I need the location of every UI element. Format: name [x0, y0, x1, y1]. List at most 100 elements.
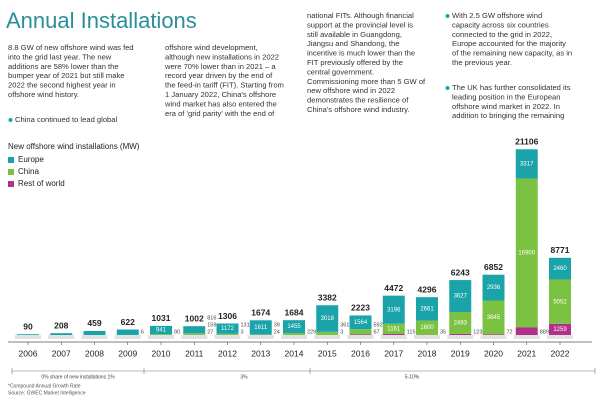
segment-label: 3196 — [387, 307, 401, 313]
segment-label: 27 — [207, 329, 213, 335]
total-label: 459 — [87, 318, 101, 328]
body-text: central government. — [307, 67, 374, 76]
body-text: bumper year of 2021 but still make — [8, 71, 125, 80]
page-title: Annual Installations — [6, 8, 197, 33]
year-label: 2021 — [517, 348, 536, 358]
bar-base — [247, 335, 274, 339]
segment-label: 115 — [407, 329, 416, 335]
body-text: the previous year. — [452, 58, 512, 67]
total-label: 1674 — [251, 308, 270, 318]
total-label: 4296 — [418, 284, 437, 294]
body-text: 2022 the second highest year in — [8, 81, 116, 90]
segment-label: 229 — [307, 329, 316, 335]
body-text: connected to the grid in 2022, — [452, 30, 552, 39]
bar-base — [214, 335, 241, 339]
year-label: 2012 — [218, 348, 237, 358]
body-text: record year driven by the end of — [165, 71, 273, 80]
total-label: 1306 — [218, 311, 237, 321]
body-text: although new installations in 2022 — [165, 52, 279, 61]
body-text: 1 January 2022, China's offshore — [165, 90, 276, 99]
segment-label: 361 — [340, 322, 349, 328]
year-label: 2018 — [418, 348, 437, 358]
segment-label: 24 — [274, 329, 280, 335]
segment-label: 6 — [141, 329, 144, 335]
body-text: leading position in the European — [452, 92, 561, 101]
bar-base — [281, 335, 307, 339]
year-label: 2014 — [285, 348, 304, 358]
year-label: 2016 — [351, 348, 370, 358]
bar-segment — [382, 323, 405, 334]
bar-base — [347, 335, 374, 339]
share-label: 3% — [240, 374, 248, 380]
segment-label: 35 — [440, 329, 446, 335]
segment-label: 123 — [473, 329, 482, 335]
legend-label: Europe — [18, 155, 44, 164]
total-label: 1002 — [185, 313, 204, 323]
segment-label: 39 — [274, 322, 280, 328]
year-label: 2009 — [118, 348, 137, 358]
bullet — [445, 14, 450, 18]
body-text: wind market has also entered the — [164, 99, 277, 108]
bar-segment — [316, 305, 339, 332]
body-text: additions are 58% lower than the — [8, 62, 119, 71]
year-label: 2006 — [19, 348, 38, 358]
segment-label: 131 — [241, 322, 250, 328]
legend-swatch — [8, 157, 14, 163]
bar-base — [15, 335, 41, 339]
year-label: 2020 — [484, 348, 503, 358]
body-text: FIT previously offered by the — [307, 58, 403, 67]
bar-segment — [50, 333, 73, 335]
bar-segment — [482, 334, 505, 335]
year-label: 2007 — [52, 348, 71, 358]
segment-label: 1564 — [354, 320, 368, 326]
bar-segment — [283, 320, 305, 333]
total-label: 90 — [23, 321, 33, 331]
bar-base — [314, 335, 341, 339]
body-text: Commissioning more than 5 GW of — [307, 77, 426, 86]
segment-label: 3 — [241, 329, 244, 335]
total-label: 6852 — [484, 262, 503, 272]
body-text: With 2.5 GW offshore wind — [452, 11, 542, 20]
bar-base — [114, 335, 141, 339]
bar-segment — [216, 333, 239, 335]
body-text: incentive is much lower than the — [307, 49, 415, 58]
body-text: the feed-in tariff (FIT). Starting from — [165, 81, 284, 90]
bar-segment — [449, 311, 472, 334]
body-text: of the remaining new capacity, as in — [452, 49, 572, 58]
bar-segment — [150, 334, 172, 335]
body-text: Jiangsu and Shandong, the — [307, 39, 399, 48]
bar-segment — [349, 334, 372, 335]
year-label: 2010 — [152, 348, 171, 358]
bar-segment — [17, 334, 39, 335]
segment-label: 1172 — [221, 326, 235, 332]
bar-segment — [515, 149, 538, 179]
segment-label: 16900 — [518, 250, 535, 256]
total-label: 622 — [121, 317, 135, 327]
share-label: 0% share of new installations 1% — [41, 374, 115, 380]
body-text: were 70% lower than in 2021 – a — [164, 62, 276, 71]
bar-base — [480, 335, 507, 339]
bar-segment — [116, 329, 139, 335]
body-text: national FITs. Although financial — [307, 11, 414, 20]
year-label: 2022 — [551, 348, 570, 358]
body-text: new offshore wind in 2022 — [307, 86, 395, 95]
total-label: 4472 — [384, 283, 403, 293]
bar-segment — [416, 297, 438, 321]
bar-segment — [216, 323, 239, 334]
segment-label: 941 — [156, 328, 167, 334]
share-label: 5-10% — [405, 374, 420, 380]
bar-segment — [316, 331, 339, 335]
bar-segment — [349, 315, 372, 330]
total-label: 2223 — [351, 303, 370, 313]
body-text: demonstrates the resilience of — [307, 96, 409, 105]
segment-label: 159 — [207, 322, 216, 328]
bar-base — [48, 335, 75, 339]
total-label: 1031 — [152, 313, 171, 323]
segment-label: 1259 — [553, 327, 567, 333]
bar-segment — [482, 300, 505, 335]
bar-segment — [150, 325, 172, 335]
segment-label: 90 — [174, 329, 180, 335]
body-text: offshore wind history. — [8, 90, 79, 99]
body-text: 8.8 GW of new offshore wind was fed — [8, 43, 134, 52]
segment-label: 72 — [507, 329, 513, 335]
